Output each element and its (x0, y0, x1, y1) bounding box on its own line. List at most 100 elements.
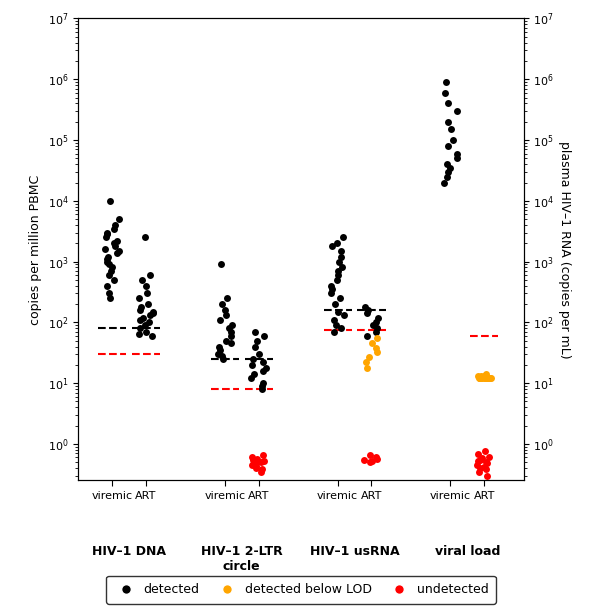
Point (102, 254, 112, 264)
Point (482, 373, 491, 383)
Point (327, 241, 337, 251)
Point (443, 117, 453, 127)
Point (136, 302, 146, 312)
Point (104, 288, 114, 298)
Point (371, 343, 381, 353)
Point (135, 315, 145, 325)
Point (473, 449, 483, 459)
Point (479, 371, 489, 381)
Point (256, 467, 265, 477)
Point (361, 302, 370, 312)
Point (452, 106, 462, 116)
Point (338, 232, 348, 242)
Point (249, 354, 258, 364)
Point (453, 148, 462, 158)
Point (485, 452, 494, 461)
Point (226, 331, 235, 341)
Text: viral load: viral load (435, 545, 500, 558)
Point (482, 373, 491, 383)
Point (217, 259, 226, 269)
Point (257, 384, 267, 394)
Point (371, 452, 381, 462)
Point (362, 363, 372, 373)
Legend: detected, detected below LOD, undetected: detected, detected below LOD, undetected (106, 575, 496, 604)
Point (143, 299, 152, 309)
Point (112, 248, 122, 257)
Point (482, 464, 491, 474)
Point (110, 241, 120, 251)
Point (373, 347, 382, 357)
Point (259, 456, 269, 466)
Point (371, 327, 380, 337)
Point (101, 232, 110, 242)
Point (333, 307, 343, 317)
Point (135, 305, 144, 315)
Point (476, 373, 485, 383)
Point (109, 238, 119, 248)
Point (134, 293, 144, 303)
Point (373, 312, 383, 322)
Point (250, 342, 260, 352)
Point (329, 327, 338, 337)
Point (332, 238, 342, 248)
Point (143, 288, 152, 298)
Point (364, 352, 374, 362)
Point (102, 257, 112, 267)
Point (105, 293, 115, 303)
Point (249, 370, 259, 379)
Point (251, 463, 261, 473)
Point (101, 244, 110, 254)
Point (217, 351, 227, 361)
Point (442, 167, 452, 177)
Point (332, 320, 341, 330)
Point (333, 270, 343, 280)
Point (252, 458, 261, 468)
Point (473, 371, 483, 381)
Point (482, 471, 492, 480)
Point (219, 354, 228, 364)
Point (477, 453, 486, 463)
Point (256, 457, 265, 467)
Point (444, 141, 453, 151)
Point (257, 381, 267, 391)
Point (250, 327, 260, 337)
Point (135, 323, 145, 333)
Point (138, 312, 148, 322)
Point (107, 266, 116, 276)
Point (109, 224, 119, 233)
Y-axis label: copies per million PBMC: copies per million PBMC (29, 174, 42, 325)
Point (448, 135, 458, 145)
Point (337, 323, 346, 333)
Point (481, 457, 491, 467)
Point (482, 458, 492, 468)
Point (367, 456, 376, 466)
Point (226, 327, 236, 337)
Point (102, 228, 112, 238)
Point (480, 462, 489, 472)
Point (367, 339, 377, 349)
Point (476, 463, 485, 473)
Point (227, 320, 237, 330)
Point (214, 342, 224, 352)
Point (337, 262, 346, 272)
Point (111, 220, 120, 230)
Point (474, 467, 484, 477)
Point (141, 281, 151, 291)
Point (258, 357, 268, 367)
Point (475, 455, 485, 464)
Point (114, 214, 123, 224)
Point (365, 457, 375, 467)
Point (148, 309, 158, 318)
Point (226, 339, 236, 349)
Point (141, 327, 150, 337)
Point (485, 373, 495, 383)
Point (137, 275, 146, 285)
Point (334, 257, 343, 267)
Point (252, 454, 261, 464)
Point (446, 124, 456, 134)
Y-axis label: plasma HIV–1 RNA (copies per mL): plasma HIV–1 RNA (copies per mL) (558, 140, 571, 359)
Point (477, 373, 487, 383)
Point (213, 349, 223, 359)
Point (258, 450, 267, 460)
Point (373, 333, 382, 343)
